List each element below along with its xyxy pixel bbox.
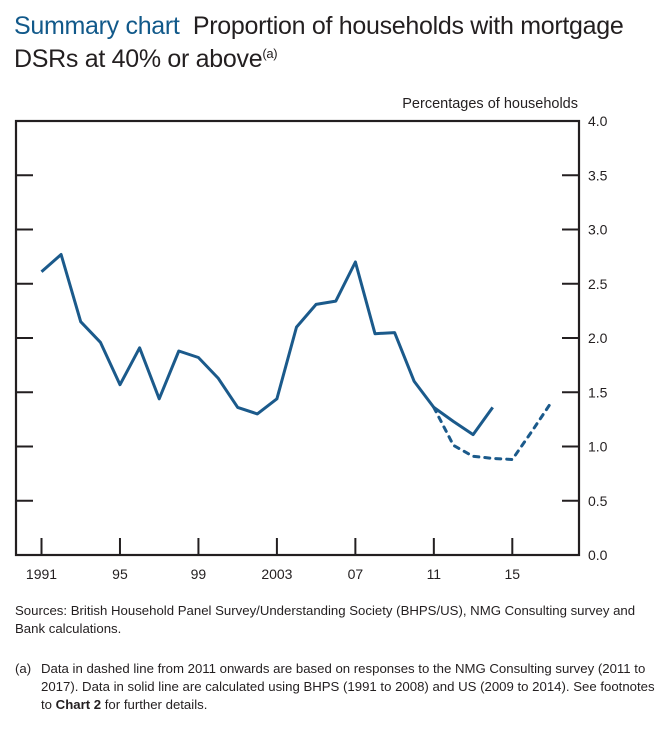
x-tick-label: 99 [191, 566, 207, 582]
series-line-solid [40, 253, 494, 437]
chart-tick-labels: 0.0 0.5 1.0 1.5 2.0 2.5 3.0 3.5 4.0 1991 95 99 2003 0… [26, 113, 608, 582]
footnote-text-after: for further details. [101, 697, 208, 712]
y-tick-label: 2.0 [588, 330, 608, 346]
y-axis-units-label: Percentages of households [402, 96, 578, 112]
chart-series [40, 253, 553, 461]
chart-title-lead: Summary chart [14, 12, 180, 40]
y-tick-label: 1.5 [588, 384, 608, 400]
x-tick-label: 11 [427, 566, 442, 582]
x-tick-label: 15 [505, 566, 521, 582]
sources-note: Sources: British Household Panel Survey/… [15, 603, 636, 636]
chart-title: Summary chart Proportion of households w… [14, 10, 654, 76]
y-tick-label: 4.0 [588, 113, 608, 129]
line-chart: 0.0 0.5 1.0 1.5 2.0 2.5 3.0 3.5 4.0 1991 95 99 2003 0… [14, 113, 608, 582]
title-note-marker: (a) [262, 46, 278, 61]
y-tick-label: 0.0 [588, 547, 608, 563]
series-line-dashed [432, 400, 553, 461]
footnote: (a) Data in dashed line from 2011 onward… [15, 660, 665, 714]
y-tick-label: 0.5 [588, 493, 608, 509]
footnote-marker: (a) [15, 661, 32, 676]
footnote-chart-reference: Chart 2 [55, 697, 102, 712]
footnote-text-before: Data in dashed line from 2011 onwards ar… [41, 661, 655, 712]
y-tick-label: 3.0 [588, 222, 608, 238]
plot-frame [14, 119, 581, 557]
y-tick-label: 3.5 [588, 167, 608, 183]
chart-title-text: Proportion of households with mortgage D… [14, 12, 624, 73]
x-tick-label: 1991 [26, 566, 57, 582]
x-tick-label: 95 [112, 566, 128, 582]
chart-axes [14, 119, 581, 557]
x-tick-label: 2003 [261, 566, 292, 582]
y-tick-label: 2.5 [588, 276, 608, 292]
footnote-body: Data in dashed line from 2011 onwards ar… [41, 660, 665, 714]
y-tick-label: 1.0 [588, 439, 608, 455]
x-tick-label: 07 [348, 566, 364, 582]
chart-ticks [16, 174, 579, 555]
